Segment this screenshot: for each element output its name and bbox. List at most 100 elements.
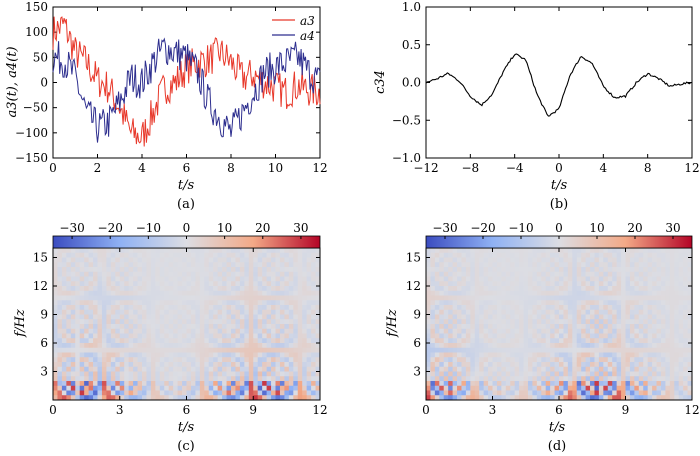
heatmap-cell — [106, 309, 112, 315]
heatmap-cell — [208, 366, 214, 372]
heatmap-cell — [248, 338, 254, 344]
heatmap-cell — [563, 262, 569, 268]
heatmap-cell — [572, 333, 578, 339]
heatmap-cell — [119, 381, 125, 387]
heatmap-cell — [124, 395, 130, 401]
heatmap-cell — [572, 385, 578, 391]
heatmap-cell — [567, 328, 573, 334]
heatmap-cell — [687, 347, 693, 353]
heatmap-cell — [288, 276, 294, 282]
heatmap-cell — [483, 314, 489, 320]
heatmap-cell — [110, 347, 116, 353]
heatmap-cell — [457, 248, 462, 254]
heatmap-cell — [182, 385, 187, 391]
heatmap-cell — [66, 262, 72, 268]
heatmap-cell — [678, 395, 684, 401]
heatmap-cell — [93, 281, 98, 287]
heatmap-cell — [461, 262, 467, 268]
heatmap-cell — [656, 343, 662, 349]
heatmap-cell — [124, 286, 130, 292]
heatmap-cell — [311, 276, 316, 282]
heatmap-cell — [315, 343, 321, 349]
heatmap-cell — [536, 347, 542, 353]
heatmap-cell — [665, 252, 671, 258]
heatmap-cell — [297, 262, 303, 268]
heatmap-cell — [226, 290, 232, 296]
heatmap-cell — [674, 271, 680, 277]
heatmap-cell — [119, 347, 125, 353]
heatmap-cell — [124, 376, 130, 382]
panel-d-ytick-label: 9 — [413, 308, 421, 322]
heatmap-cell — [302, 371, 308, 377]
heatmap-cell — [204, 333, 210, 339]
heatmap-cell — [97, 286, 103, 292]
heatmap-cell — [519, 333, 524, 339]
heatmap-cell — [231, 390, 236, 396]
heatmap-cell — [457, 257, 462, 263]
heatmap-cell — [217, 305, 223, 311]
heatmap-cell — [634, 338, 640, 344]
heatmap-cell — [190, 333, 196, 339]
heatmap-cell — [572, 371, 578, 377]
heatmap-cell — [426, 309, 431, 315]
heatmap-cell — [625, 328, 631, 334]
heatmap-cell — [656, 267, 662, 273]
heatmap-cell — [315, 352, 321, 358]
heatmap-cell — [66, 324, 72, 330]
heatmap-cell — [244, 366, 250, 372]
heatmap-cell — [625, 295, 631, 301]
heatmap-cell — [545, 390, 551, 396]
heatmap-cell — [288, 352, 294, 358]
heatmap-cell — [603, 290, 609, 296]
heatmap-cell — [311, 357, 316, 363]
heatmap-cell — [514, 271, 520, 277]
heatmap-cell — [483, 366, 489, 372]
heatmap-cell — [66, 376, 72, 382]
heatmap-cell — [572, 295, 578, 301]
heatmap-cell — [452, 290, 458, 296]
heatmap-cell — [550, 305, 555, 311]
heatmap-cell — [150, 366, 156, 372]
panel-a-ytick-label: 0 — [40, 76, 48, 90]
heatmap-cell — [284, 324, 290, 330]
heatmap-cell — [430, 314, 436, 320]
heatmap-cell — [439, 319, 445, 325]
panel-c-ytick-label: 6 — [40, 336, 48, 350]
heatmap-cell — [660, 395, 666, 401]
heatmap-cell — [84, 257, 89, 263]
heatmap-cell — [590, 357, 595, 363]
heatmap-cell — [581, 248, 586, 254]
heatmap-cell — [674, 324, 680, 330]
heatmap-cell — [106, 305, 112, 311]
heatmap-cell — [687, 381, 693, 387]
heatmap-cell — [119, 305, 125, 311]
heatmap-cell — [97, 366, 103, 372]
heatmap-cell — [532, 286, 538, 292]
heatmap-cell — [315, 309, 321, 315]
heatmap-cell — [93, 390, 98, 396]
heatmap-cell — [235, 324, 241, 330]
heatmap-cell — [465, 252, 471, 258]
heatmap-cell — [306, 371, 312, 377]
heatmap-cell — [88, 267, 94, 273]
heatmap-cell — [465, 319, 471, 325]
heatmap-cell — [61, 381, 67, 387]
heatmap-cell — [652, 262, 657, 268]
heatmap-cell — [182, 281, 187, 287]
heatmap-cell — [297, 271, 303, 277]
heatmap-cell — [638, 305, 644, 311]
heatmap-cell — [217, 319, 223, 325]
heatmap-cell — [133, 257, 138, 263]
heatmap-cell — [483, 381, 489, 387]
heatmap-cell — [311, 257, 316, 263]
heatmap-cell — [559, 271, 564, 277]
heatmap-cell — [541, 343, 547, 349]
heatmap-cell — [563, 338, 569, 344]
heatmap-cell — [253, 390, 259, 396]
heatmap-cell — [288, 381, 294, 387]
heatmap-cell — [168, 309, 174, 315]
heatmap-cell — [217, 343, 223, 349]
heatmap-cell — [182, 319, 187, 325]
heatmap-cell — [514, 381, 520, 387]
heatmap-cell — [115, 338, 121, 344]
